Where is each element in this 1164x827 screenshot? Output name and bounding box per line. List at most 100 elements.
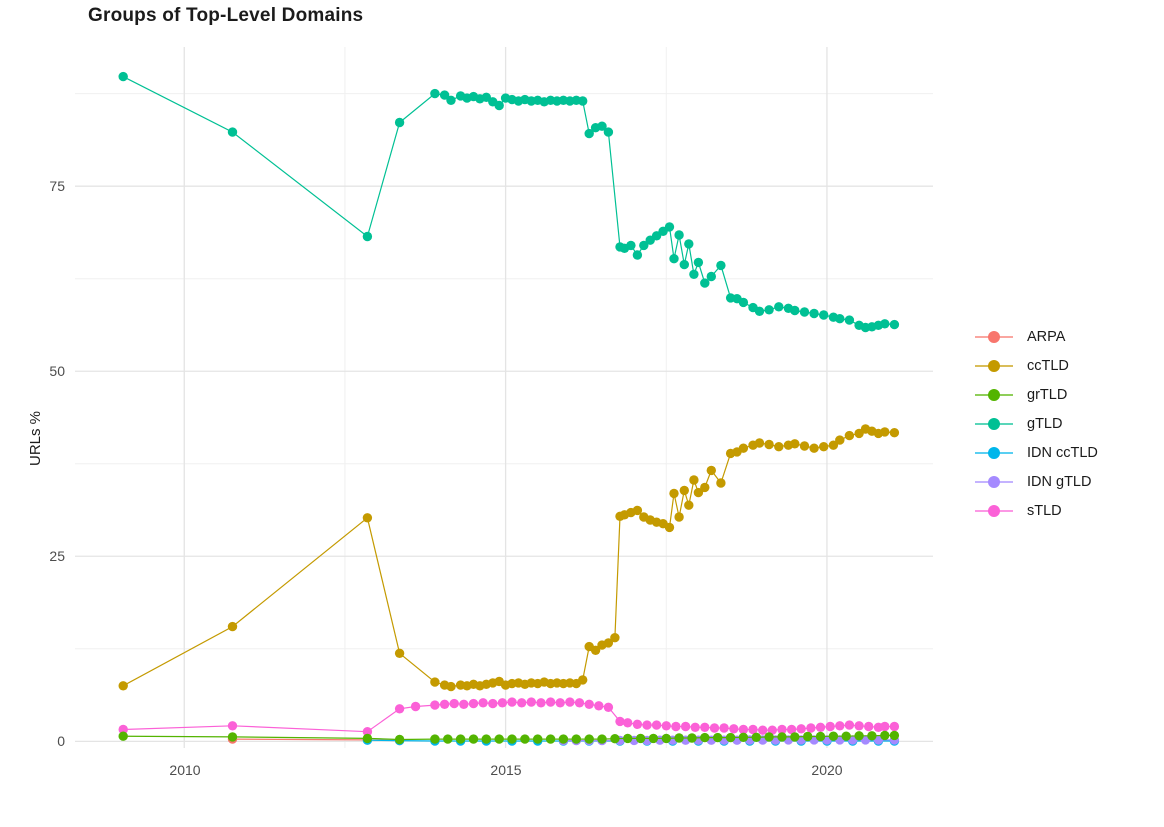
data-point [674,230,684,240]
data-point [494,734,504,744]
data-point [880,319,890,329]
data-point [854,731,864,741]
data-point [632,250,643,260]
data-point [520,734,530,744]
data-point [777,732,787,742]
data-point [693,487,704,498]
data-point [738,724,749,735]
data-point [626,240,636,251]
data-point [764,439,774,450]
legend-label: sTLD [1027,502,1062,519]
data-point [449,698,459,709]
x-tick-label-2015: 2015 [490,762,522,778]
data-point [674,512,684,522]
data-point [835,314,845,324]
legend-item-arpa: ARPA [975,322,1098,351]
data-point [455,734,466,744]
data-point [439,90,450,100]
legend-key-icon [975,388,1013,402]
data-point [494,100,504,111]
data-point [507,697,517,707]
legend-item-cctld: ccTLD [975,351,1098,380]
data-point [603,638,614,648]
data-point [603,702,614,712]
series-line [122,76,895,329]
data-point [664,522,675,533]
data-point [661,733,671,744]
data-point [684,239,694,249]
data-point [774,302,784,312]
data-point [571,734,581,744]
data-point [864,721,874,732]
data-point [828,731,839,741]
legend-item-idn-cctld: IDN ccTLD [975,438,1098,467]
data-point [648,733,659,744]
data-point [706,465,716,476]
data-point [725,732,736,743]
data-point [227,732,238,742]
data-point [118,681,128,691]
legend-label: ccTLD [1027,357,1069,374]
data-point [828,440,839,450]
data-point [584,734,594,744]
legend-key-icon [975,330,1013,344]
data-point [844,430,855,441]
legend-key-icon [975,359,1013,373]
legend-label: grTLD [1027,386,1068,403]
data-point [700,722,710,732]
data-point [854,721,864,731]
legend: ARPA ccTLD grTLD gTLD IDN ccTLD IDN gTLD… [975,322,1098,525]
data-point [590,645,601,655]
legend-label: gTLD [1027,415,1063,432]
data-point [362,727,373,737]
data-point [815,722,826,732]
data-point [790,305,800,316]
data-point [394,117,405,128]
data-point [809,443,819,453]
data-point [786,724,797,735]
series-gtld [118,71,900,333]
legend-item-stld: sTLD [975,496,1098,525]
data-point [362,513,373,523]
data-point [799,307,810,317]
data-point [713,732,723,743]
data-point [507,734,517,744]
data-point [565,697,575,707]
x-tick-label-2010: 2010 [169,762,201,778]
data-point [430,734,440,744]
data-point [754,438,765,448]
data-point [661,721,671,731]
data-point [632,505,643,516]
data-point [889,319,900,330]
data-point [394,704,405,714]
data-point [716,478,726,488]
data-point [690,722,700,732]
data-point [545,734,556,744]
data-point [623,718,633,728]
data-point [362,733,373,744]
data-point [517,698,527,708]
data-point [610,633,620,643]
legend-item-gtld: gTLD [975,409,1098,438]
data-point [751,732,761,742]
data-point [430,88,440,99]
data-point [729,724,739,734]
series-line [122,428,895,688]
data-point [362,231,373,242]
legend-key-icon [975,446,1013,460]
data-point [578,96,588,106]
data-point [545,697,556,707]
data-point [758,725,768,735]
data-point [635,733,646,744]
data-point [809,308,819,319]
legend-key-icon [975,417,1013,431]
data-point [664,222,675,232]
data-point [841,731,851,741]
data-point [459,699,469,709]
y-tick-label-25: 25 [49,548,65,564]
data-point [410,701,421,712]
legend-label: IDN ccTLD [1027,444,1098,461]
y-tick-label-0: 0 [57,733,65,749]
data-point [709,723,720,733]
